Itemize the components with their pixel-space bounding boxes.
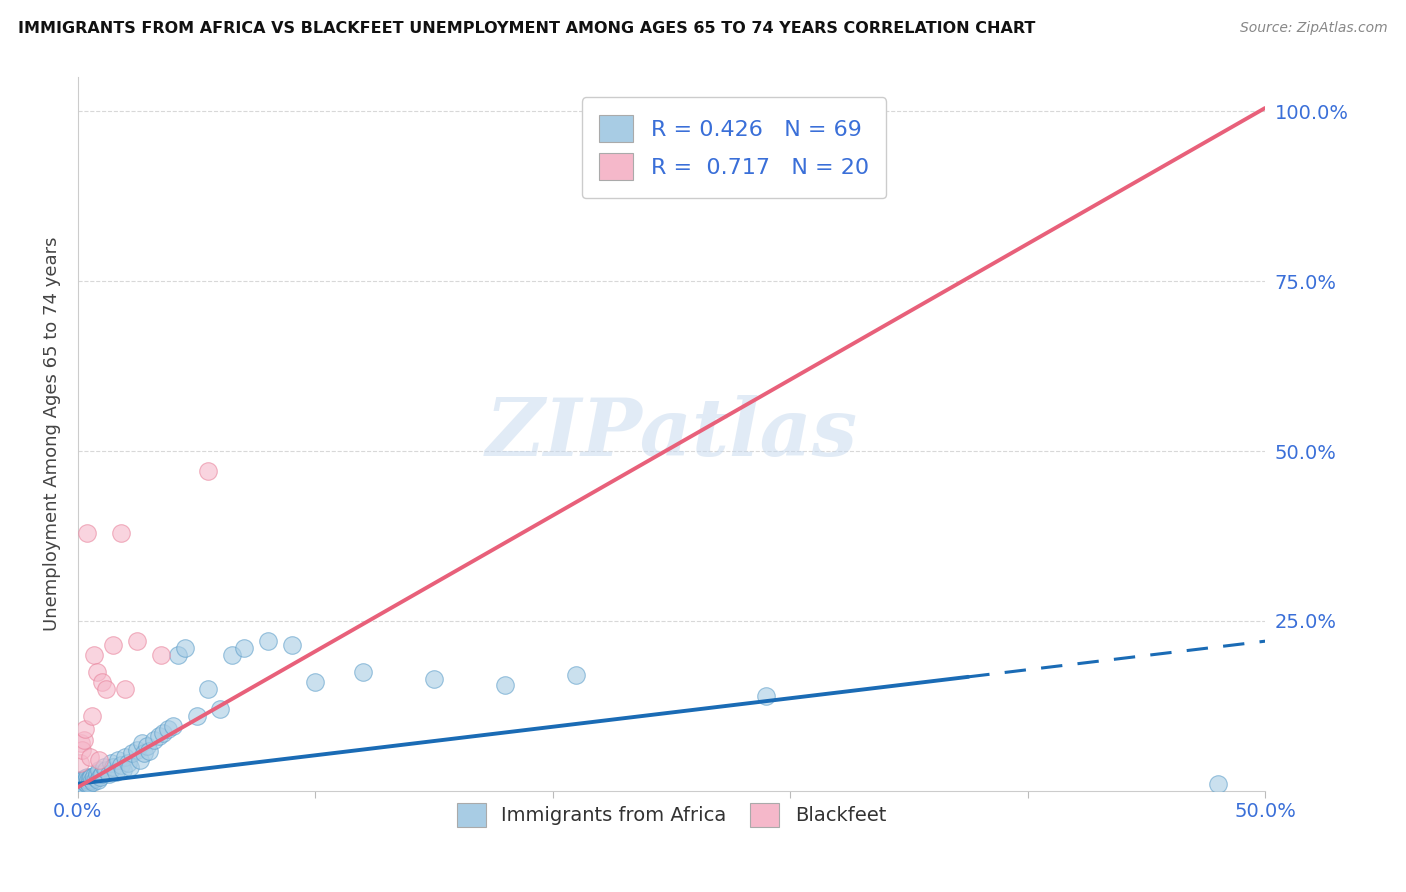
Point — [1206, 777, 1229, 791]
Point — [131, 736, 153, 750]
Point — [77, 773, 100, 788]
Point — [494, 678, 516, 692]
Point — [76, 775, 98, 789]
Point — [80, 709, 103, 723]
Point — [96, 681, 118, 696]
Point — [152, 726, 174, 740]
Point — [90, 766, 112, 780]
Point — [197, 464, 219, 478]
Point — [209, 702, 232, 716]
Point — [86, 766, 108, 780]
Point — [197, 681, 219, 696]
Point — [352, 665, 374, 679]
Point — [166, 648, 188, 662]
Point — [73, 778, 96, 792]
Point — [89, 753, 111, 767]
Point — [75, 773, 97, 788]
Point — [221, 648, 243, 662]
Point — [84, 772, 107, 786]
Point — [256, 634, 278, 648]
Point — [69, 778, 91, 792]
Text: Source: ZipAtlas.com: Source: ZipAtlas.com — [1240, 21, 1388, 36]
Point — [110, 525, 132, 540]
Point — [69, 756, 91, 771]
Point — [142, 732, 165, 747]
Point — [83, 648, 105, 662]
Point — [111, 763, 134, 777]
Point — [186, 709, 208, 723]
Point — [127, 634, 149, 648]
Point — [80, 773, 103, 788]
Point — [173, 640, 195, 655]
Point — [70, 775, 93, 789]
Point — [93, 760, 115, 774]
Point — [69, 777, 91, 791]
Point — [80, 770, 103, 784]
Point — [76, 525, 98, 540]
Point — [162, 719, 184, 733]
Text: ZIPatlas: ZIPatlas — [485, 395, 858, 473]
Point — [73, 732, 96, 747]
Point — [79, 772, 101, 786]
Point — [103, 638, 125, 652]
Point — [138, 744, 160, 758]
Point — [117, 756, 139, 771]
Point — [75, 775, 97, 789]
Point — [89, 763, 111, 777]
Point — [73, 772, 96, 786]
Point — [89, 770, 111, 784]
Point — [70, 778, 93, 792]
Text: IMMIGRANTS FROM AFRICA VS BLACKFEET UNEMPLOYMENT AMONG AGES 65 TO 74 YEARS CORRE: IMMIGRANTS FROM AFRICA VS BLACKFEET UNEM… — [18, 21, 1036, 37]
Legend: Immigrants from Africa, Blackfeet: Immigrants from Africa, Blackfeet — [449, 795, 894, 834]
Point — [121, 746, 143, 760]
Point — [565, 668, 588, 682]
Point — [86, 665, 108, 679]
Point — [97, 766, 120, 780]
Point — [107, 753, 129, 767]
Point — [157, 723, 180, 737]
Point — [96, 763, 118, 777]
Point — [233, 640, 256, 655]
Point — [423, 672, 446, 686]
Point — [72, 777, 94, 791]
Point — [77, 777, 100, 791]
Point — [114, 681, 136, 696]
Point — [76, 777, 98, 791]
Point — [304, 675, 326, 690]
Point — [103, 760, 125, 774]
Point — [755, 689, 778, 703]
Point — [104, 764, 127, 779]
Point — [70, 743, 93, 757]
Point — [280, 638, 302, 652]
Point — [135, 739, 157, 754]
Point — [75, 723, 97, 737]
Point — [128, 753, 150, 767]
Y-axis label: Unemployment Among Ages 65 to 74 years: Unemployment Among Ages 65 to 74 years — [44, 236, 60, 632]
Point — [100, 756, 122, 771]
Point — [148, 729, 170, 743]
Point — [69, 736, 91, 750]
Point — [110, 757, 132, 772]
Point — [118, 760, 141, 774]
Point — [82, 775, 104, 789]
Point — [79, 749, 101, 764]
Point — [127, 743, 149, 757]
Point — [114, 749, 136, 764]
Point — [134, 746, 156, 760]
Point — [73, 775, 96, 789]
Point — [69, 773, 91, 788]
Point — [149, 648, 172, 662]
Point — [72, 773, 94, 788]
Point — [87, 773, 110, 788]
Point — [83, 769, 105, 783]
Point — [67, 777, 90, 791]
Point — [90, 675, 112, 690]
Point — [755, 125, 778, 139]
Point — [76, 770, 98, 784]
